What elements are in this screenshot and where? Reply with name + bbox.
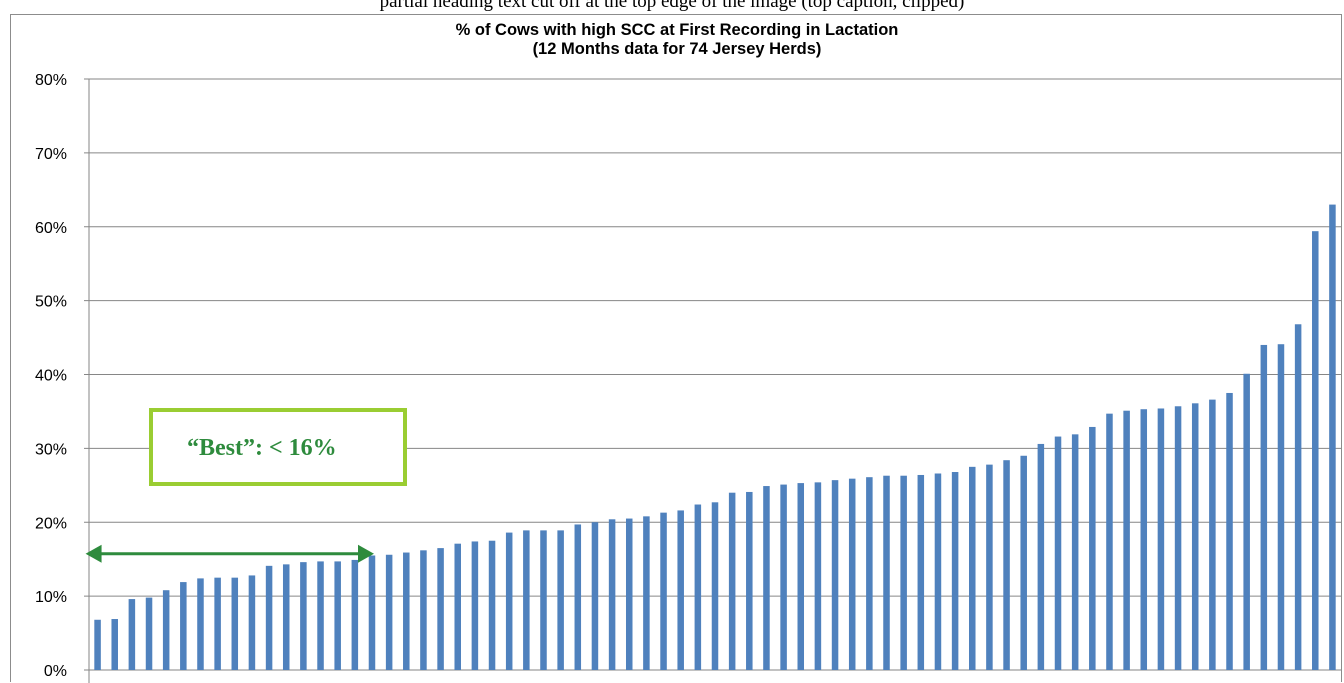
bar	[1243, 373, 1250, 670]
y-tick-label: 80%	[35, 72, 67, 89]
bar	[574, 524, 582, 670]
bar	[848, 478, 856, 670]
bar	[625, 518, 633, 670]
bar	[351, 559, 359, 670]
bar	[1174, 406, 1182, 670]
bar	[368, 555, 376, 670]
bar	[231, 577, 239, 670]
bar	[248, 575, 256, 670]
bar	[523, 530, 530, 670]
bar	[1312, 231, 1319, 670]
bar	[1226, 392, 1233, 670]
bar	[763, 486, 770, 670]
bar	[437, 548, 444, 670]
bar	[1089, 426, 1096, 670]
y-tick-label: 70%	[35, 146, 67, 163]
chart-title: % of Cows with high SCC at First Recordi…	[456, 21, 899, 39]
y-tick-labels: 0% 10% 20% 30% 40% 50% 60% 70% 80%	[35, 72, 67, 680]
bar	[866, 477, 873, 670]
chart-subtitle: (12 Months data for 74 Jersey Herds)	[533, 40, 822, 58]
best-box	[149, 408, 407, 486]
bar	[1106, 413, 1113, 670]
bar	[1054, 436, 1062, 670]
bar	[746, 491, 753, 670]
bar	[1037, 443, 1045, 670]
bar	[831, 480, 839, 670]
y-tick-label: 20%	[35, 515, 67, 532]
arrow-head-right	[357, 544, 374, 563]
bar	[317, 561, 324, 670]
bar	[94, 619, 101, 670]
y-tick-label: 30%	[35, 441, 67, 458]
bar	[780, 484, 787, 670]
y-tick-label: 10%	[35, 589, 67, 606]
bar	[883, 475, 890, 670]
best-label: “Best”: < 16%	[187, 435, 337, 461]
bar	[1329, 204, 1336, 670]
bar-chart: 0% 10% 20% 30% 40% 50% 60% 70% 80% % of Cows wit…	[35, 21, 1341, 683]
chart-frame: 0% 10% 20% 30% 40% 50% 60% 70% 80% % of Cows wit…	[10, 14, 1342, 683]
bar	[471, 541, 479, 670]
bar	[591, 522, 599, 670]
best-annotation: “Best”: < 16%	[85, 408, 407, 563]
bar	[814, 482, 822, 670]
bars	[94, 204, 1336, 670]
bar	[1071, 434, 1079, 670]
bar	[969, 466, 976, 670]
bar	[1003, 460, 1010, 670]
bar	[660, 512, 667, 670]
bar	[454, 543, 461, 670]
bar	[214, 577, 221, 670]
bar	[608, 519, 616, 670]
clipped-top-caption: partial heading text cut off at the top …	[379, 0, 965, 12]
bar	[1191, 403, 1199, 670]
bar	[300, 562, 307, 670]
bar	[540, 530, 547, 670]
bar	[385, 554, 393, 670]
bar	[128, 599, 136, 670]
bar	[1277, 344, 1285, 670]
bar	[900, 475, 907, 670]
bar	[1260, 344, 1268, 670]
bar	[162, 590, 170, 670]
bar	[557, 530, 564, 670]
bar	[677, 510, 684, 670]
bar	[420, 550, 427, 670]
bar	[694, 504, 702, 670]
bar	[197, 578, 204, 670]
bar	[265, 565, 273, 670]
y-tick-label: 50%	[35, 294, 67, 311]
bar	[180, 582, 187, 670]
bar	[643, 516, 650, 670]
bar	[711, 502, 719, 670]
arrow-head-left	[85, 544, 102, 563]
bar	[934, 473, 942, 670]
bar	[728, 492, 736, 670]
bar	[282, 564, 290, 670]
bar	[488, 540, 496, 670]
bar	[917, 474, 925, 670]
bar	[1294, 324, 1302, 670]
bar	[145, 597, 153, 670]
best-range-arrow	[85, 544, 374, 563]
bar	[1140, 409, 1148, 670]
bar	[111, 619, 118, 670]
bar	[986, 464, 993, 670]
bar	[951, 472, 959, 670]
y-tick-label: 0%	[44, 663, 67, 680]
bar	[334, 561, 341, 670]
bar	[403, 552, 410, 670]
bar	[1123, 410, 1130, 670]
y-tick-label: 60%	[35, 220, 67, 237]
bar	[1209, 399, 1216, 670]
bar	[1020, 455, 1027, 670]
bar	[797, 483, 805, 670]
bar	[505, 532, 513, 670]
bar	[1157, 408, 1165, 670]
y-tick-label: 40%	[35, 368, 67, 385]
